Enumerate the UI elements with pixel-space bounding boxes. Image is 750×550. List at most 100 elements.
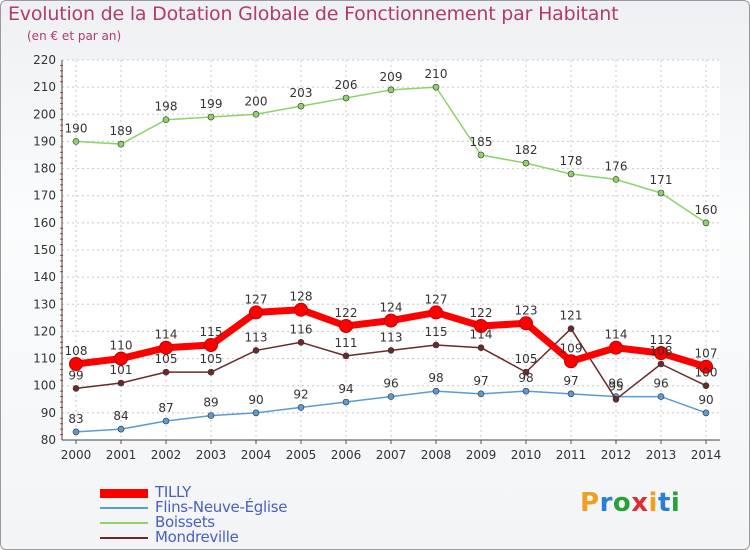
y-tick-label: 120 <box>33 324 56 338</box>
data-point <box>117 379 125 387</box>
data-point <box>252 110 260 118</box>
y-tick-label: 150 <box>33 243 56 257</box>
data-point <box>249 305 263 320</box>
y-tick-label: 170 <box>33 189 56 203</box>
logo-letter: i <box>670 488 681 518</box>
data-label: 110 <box>110 339 133 353</box>
data-label: 98 <box>428 371 443 385</box>
x-tick-label: 2009 <box>466 448 497 462</box>
legend-label: Mondreville <box>155 528 239 546</box>
x-tick-label: 2003 <box>196 448 227 462</box>
data-point <box>657 393 665 400</box>
y-tick-label: 130 <box>33 297 56 311</box>
data-point <box>519 316 533 331</box>
data-label: 90 <box>248 393 263 407</box>
legend-swatch <box>100 537 148 539</box>
chart-subtitle: (en € et par an) <box>27 29 122 43</box>
data-label: 108 <box>65 344 88 358</box>
data-label: 114 <box>605 328 628 342</box>
data-point <box>522 387 530 395</box>
data-point <box>432 387 440 395</box>
y-tick-label: 190 <box>33 134 56 148</box>
logo-letter: x <box>631 488 649 518</box>
data-point <box>162 417 170 425</box>
data-label: 176 <box>605 159 628 173</box>
data-label: 109 <box>560 341 583 355</box>
data-point <box>207 368 215 376</box>
logo-letter: r <box>599 488 613 518</box>
legend-swatch <box>100 488 148 498</box>
legend-label: Flins-Neuve-Église <box>155 498 288 516</box>
data-point <box>69 357 83 371</box>
data-label: 111 <box>335 336 358 350</box>
data-point <box>207 412 215 419</box>
data-label: 92 <box>293 387 308 401</box>
data-point <box>657 189 665 197</box>
data-label: 115 <box>200 325 223 339</box>
data-point <box>159 340 173 355</box>
y-tick-label: 90 <box>41 406 56 420</box>
data-label: 127 <box>245 292 268 306</box>
y-tick-label: 140 <box>33 270 56 284</box>
data-label: 185 <box>470 135 493 149</box>
data-point <box>117 140 125 148</box>
data-label: 189 <box>110 124 133 138</box>
data-point <box>252 409 260 417</box>
data-label: 203 <box>290 86 313 100</box>
data-point <box>564 354 578 369</box>
data-label: 122 <box>470 306 493 320</box>
data-point <box>342 398 350 406</box>
data-label: 115 <box>425 325 448 339</box>
data-point <box>702 409 710 417</box>
logo-letter: o <box>612 488 632 518</box>
data-point <box>702 382 710 390</box>
data-point <box>567 390 575 398</box>
data-point <box>114 351 128 366</box>
data-label: 199 <box>200 97 223 111</box>
data-point <box>432 341 440 349</box>
x-tick-label: 2004 <box>241 448 272 462</box>
data-label: 128 <box>290 290 313 304</box>
data-point <box>162 368 170 376</box>
data-point <box>387 393 395 400</box>
legend-swatch <box>100 522 148 524</box>
x-tick-label: 2011 <box>556 448 587 462</box>
data-label: 122 <box>335 306 358 320</box>
data-label: 96 <box>653 377 668 391</box>
data-label: 113 <box>245 330 268 344</box>
logo-letter: t <box>657 488 671 518</box>
x-tick-label: 2010 <box>511 448 542 462</box>
data-label: 87 <box>158 401 173 415</box>
data-point <box>207 113 215 121</box>
data-label: 90 <box>698 393 713 407</box>
y-tick-label: 100 <box>33 379 56 393</box>
data-point <box>522 368 530 376</box>
legend-swatch <box>100 507 148 509</box>
data-label: 105 <box>515 352 538 366</box>
data-point <box>384 313 398 328</box>
data-label: 94 <box>338 382 353 396</box>
data-point <box>72 138 80 145</box>
data-label: 198 <box>155 100 178 114</box>
data-point <box>702 219 710 227</box>
data-label: 96 <box>383 377 398 391</box>
x-tick-label: 2007 <box>376 448 407 462</box>
data-point <box>342 352 350 360</box>
data-point <box>339 319 353 333</box>
legend-label: Boissets <box>155 513 215 531</box>
data-label: 190 <box>65 121 88 135</box>
data-point <box>117 425 125 433</box>
x-tick-label: 2000 <box>61 448 92 462</box>
data-point <box>204 338 218 352</box>
x-tick-label: 2005 <box>286 448 317 462</box>
data-label: 101 <box>110 363 133 377</box>
data-label: 210 <box>425 67 448 81</box>
data-point <box>297 404 305 411</box>
data-label: 124 <box>380 301 403 315</box>
data-point <box>387 86 395 94</box>
data-point <box>297 102 305 110</box>
data-label: 114 <box>155 328 178 342</box>
y-tick-label: 110 <box>33 352 56 366</box>
y-tick-label: 180 <box>33 162 56 176</box>
data-label: 127 <box>425 292 448 306</box>
